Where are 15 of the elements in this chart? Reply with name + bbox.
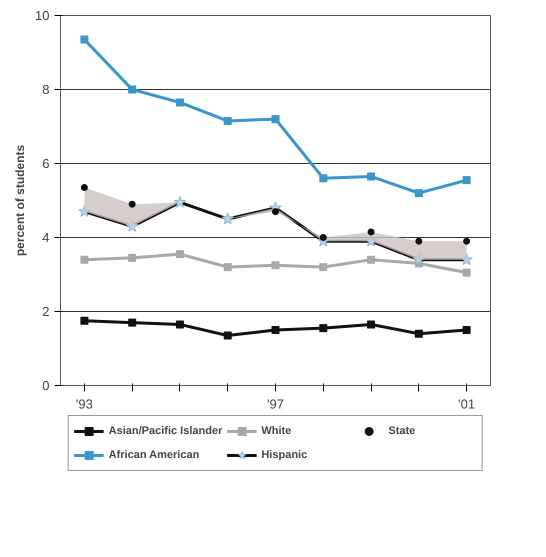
y-tick-label: 4 xyxy=(42,230,50,245)
legend-label: African American xyxy=(108,449,200,461)
y-tick-label: 6 xyxy=(42,156,50,171)
x-tick-label: '01 xyxy=(458,396,476,412)
y-tick-label: 0 xyxy=(42,378,50,393)
y-tick-label: 10 xyxy=(35,8,50,23)
x-tick-label: '97 xyxy=(267,396,284,412)
y-axis-title: percent of students xyxy=(13,144,28,256)
legend-label: White xyxy=(261,425,292,437)
legend-label: Hispanic xyxy=(261,449,308,461)
legend-label: Asian/Pacific Islander xyxy=(108,425,222,437)
y-tick-label: 2 xyxy=(42,304,50,319)
legend-label: State xyxy=(388,425,416,437)
y-tick-label: 8 xyxy=(42,82,50,97)
x-tick-label: '93 xyxy=(76,396,93,412)
